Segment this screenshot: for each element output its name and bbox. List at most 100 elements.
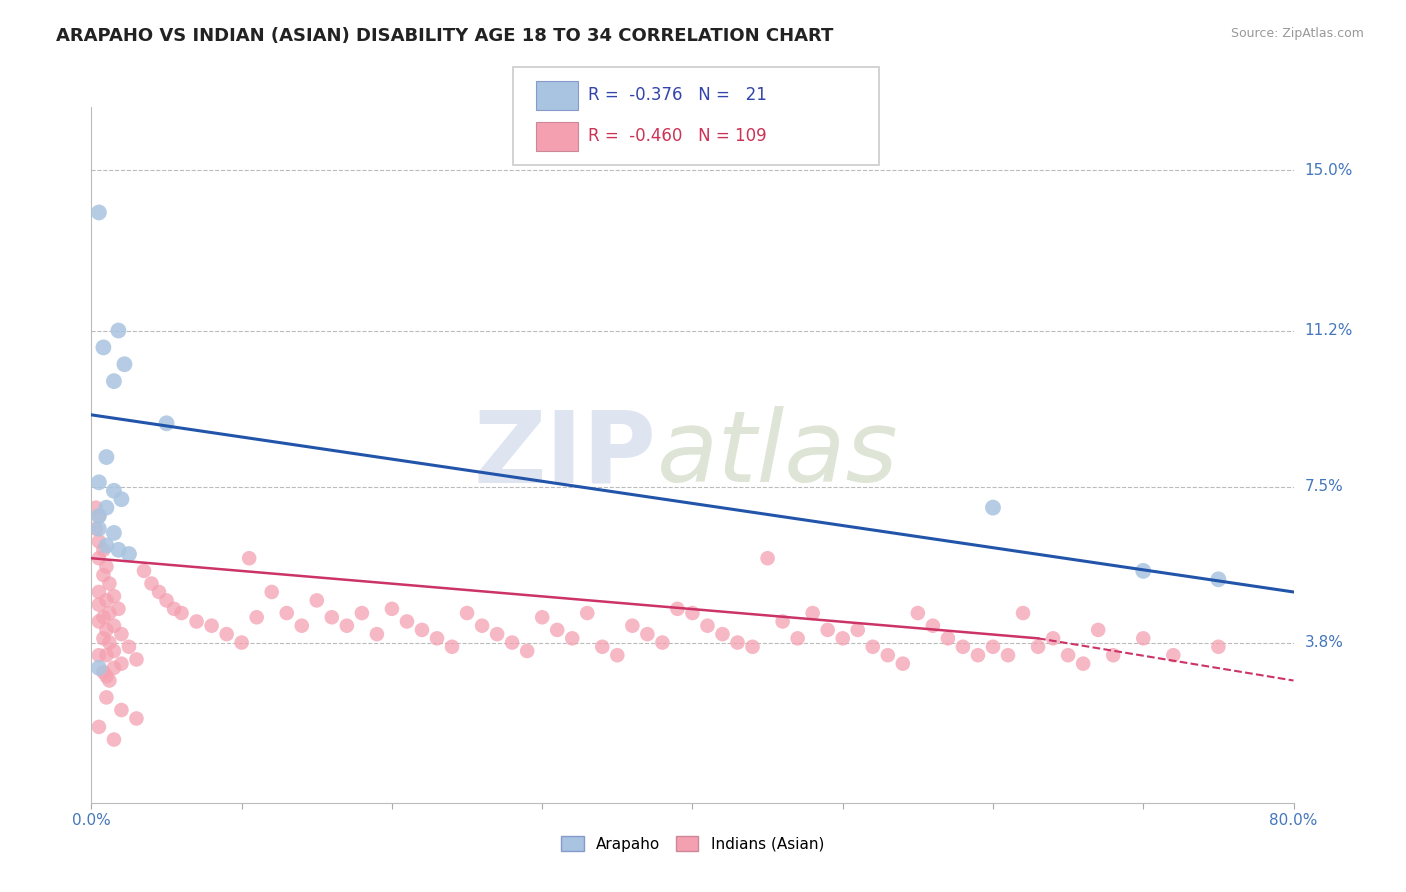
Point	[411, 623, 433, 637]
Point	[93, 665, 115, 679]
Point	[238, 551, 260, 566]
Point	[87, 585, 110, 599]
Text: 11.2%: 11.2%	[1305, 323, 1353, 338]
Point	[110, 657, 132, 671]
Point	[426, 632, 449, 646]
Point	[103, 525, 125, 540]
Point	[132, 564, 155, 578]
Point	[98, 606, 121, 620]
Point	[246, 610, 269, 624]
Point	[87, 475, 110, 490]
Point	[103, 589, 125, 603]
Point	[772, 615, 794, 629]
Text: R =  -0.376   N =   21: R = -0.376 N = 21	[588, 87, 766, 104]
Point	[87, 205, 110, 219]
Text: 3.8%: 3.8%	[1305, 635, 1344, 650]
Point	[87, 598, 110, 612]
Point	[260, 585, 283, 599]
Point	[93, 340, 115, 354]
Point	[1208, 572, 1230, 586]
Point	[96, 450, 118, 464]
Point	[1208, 640, 1230, 654]
Point	[350, 606, 373, 620]
Point	[163, 602, 186, 616]
Point	[110, 627, 132, 641]
Text: 15.0%: 15.0%	[1305, 163, 1353, 178]
Point	[997, 648, 1019, 663]
Point	[87, 509, 110, 524]
Point	[87, 661, 110, 675]
Point	[1026, 640, 1049, 654]
Point	[681, 606, 703, 620]
Point	[1042, 632, 1064, 646]
Point	[96, 559, 118, 574]
Point	[1057, 648, 1080, 663]
Point	[118, 640, 141, 654]
Point	[96, 500, 118, 515]
Legend: Arapaho, Indians (Asian): Arapaho, Indians (Asian)	[555, 830, 830, 858]
Point	[125, 711, 148, 725]
Point	[87, 615, 110, 629]
Point	[84, 522, 107, 536]
Point	[96, 669, 118, 683]
Point	[981, 640, 1004, 654]
Point	[1012, 606, 1035, 620]
Point	[636, 627, 658, 641]
Point	[87, 720, 110, 734]
Point	[727, 635, 749, 649]
Point	[651, 635, 673, 649]
Point	[96, 690, 118, 705]
Point	[981, 500, 1004, 515]
Point	[93, 542, 115, 557]
Point	[741, 640, 763, 654]
Point	[561, 632, 583, 646]
Point	[96, 623, 118, 637]
Point	[141, 576, 163, 591]
Point	[621, 618, 644, 632]
Point	[846, 623, 869, 637]
Point	[501, 635, 523, 649]
Point	[96, 593, 118, 607]
Point	[98, 673, 121, 688]
Point	[801, 606, 824, 620]
Text: ZIP: ZIP	[474, 407, 657, 503]
Point	[471, 618, 494, 632]
Point	[103, 483, 125, 498]
Point	[103, 374, 125, 388]
Point	[276, 606, 298, 620]
Point	[103, 732, 125, 747]
Point	[87, 509, 110, 524]
Point	[87, 522, 110, 536]
Point	[215, 627, 238, 641]
Point	[103, 644, 125, 658]
Point	[381, 602, 404, 616]
Point	[922, 618, 945, 632]
Point	[107, 324, 129, 338]
Point	[305, 593, 328, 607]
Point	[936, 632, 959, 646]
Point	[711, 627, 734, 641]
Point	[606, 648, 628, 663]
Point	[576, 606, 599, 620]
Point	[103, 661, 125, 675]
Point	[87, 648, 110, 663]
Point	[321, 610, 343, 624]
Point	[696, 618, 718, 632]
Point	[531, 610, 554, 624]
Point	[148, 585, 170, 599]
Point	[456, 606, 478, 620]
Point	[967, 648, 990, 663]
Point	[155, 417, 177, 431]
Point	[170, 606, 193, 620]
Point	[817, 623, 839, 637]
Point	[93, 610, 115, 624]
Point	[1071, 657, 1094, 671]
Point	[186, 615, 208, 629]
Text: 7.5%: 7.5%	[1305, 479, 1343, 494]
Point	[831, 632, 853, 646]
Point	[231, 635, 253, 649]
Point	[395, 615, 418, 629]
Point	[96, 539, 118, 553]
Point	[336, 618, 359, 632]
Point	[201, 618, 224, 632]
